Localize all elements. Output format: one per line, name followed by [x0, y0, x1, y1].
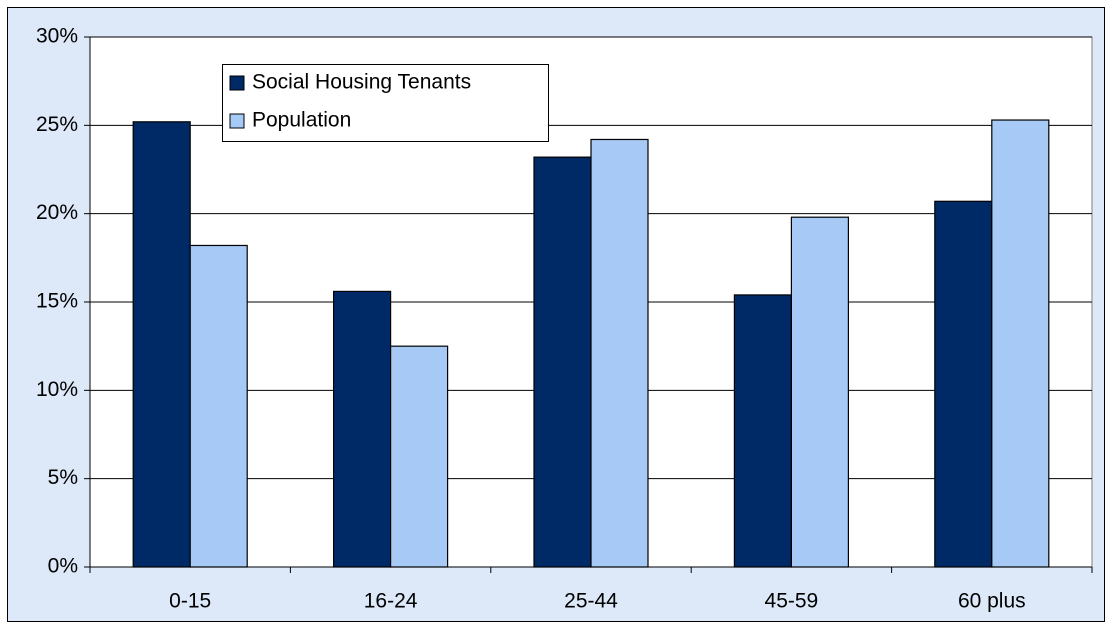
- y-tick-label: 15%: [36, 290, 78, 313]
- bar: [390, 345, 449, 568]
- y-tick-label: 0%: [48, 555, 78, 578]
- x-tick-label: 60 plus: [958, 590, 1026, 613]
- bar: [934, 200, 993, 568]
- bar: [590, 138, 649, 568]
- x-tick-label: 45-59: [765, 590, 819, 613]
- bar: [991, 119, 1050, 568]
- legend-swatch: [229, 113, 245, 129]
- bar: [132, 121, 191, 568]
- legend-label: Social Housing Tenants: [252, 71, 471, 94]
- y-tick-label: 20%: [36, 201, 78, 224]
- y-tick-label: 5%: [48, 466, 78, 489]
- x-tick-label: 25-44: [564, 590, 618, 613]
- legend-box: [222, 64, 549, 142]
- x-tick-label: 0-15: [169, 590, 211, 613]
- legend-swatch: [229, 75, 245, 91]
- y-tick-label: 30%: [36, 25, 78, 48]
- y-tick-label: 10%: [36, 378, 78, 401]
- legend-label: Population: [252, 109, 351, 132]
- bar: [733, 294, 793, 568]
- x-tick-label: 16-24: [364, 590, 418, 613]
- y-tick-label: 25%: [36, 113, 78, 136]
- bar: [790, 216, 850, 568]
- bar: [533, 156, 592, 568]
- bar: [333, 290, 392, 568]
- bar: [189, 244, 248, 568]
